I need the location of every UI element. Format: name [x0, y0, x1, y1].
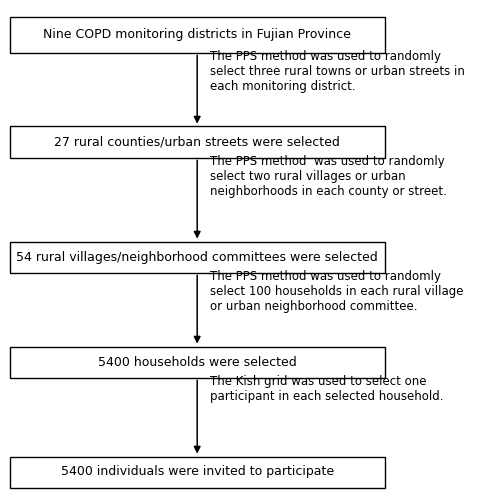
Text: 27 rural counties/urban streets were selected: 27 rural counties/urban streets were sel…	[54, 136, 340, 148]
Text: 5400 individuals were invited to participate: 5400 individuals were invited to partici…	[61, 466, 334, 478]
Text: The PPS method was used to randomly
select 100 households in each rural village
: The PPS method was used to randomly sele…	[210, 270, 463, 313]
FancyBboxPatch shape	[10, 242, 385, 272]
Text: The Kish grid was used to select one
participant in each selected household.: The Kish grid was used to select one par…	[210, 375, 443, 403]
FancyBboxPatch shape	[10, 16, 385, 52]
Text: 5400 households were selected: 5400 households were selected	[98, 356, 297, 368]
FancyBboxPatch shape	[10, 126, 385, 158]
Text: 54 rural villages/neighborhood committees were selected: 54 rural villages/neighborhood committee…	[16, 250, 378, 264]
Text: Nine COPD monitoring districts in Fujian Province: Nine COPD monitoring districts in Fujian…	[43, 28, 351, 41]
Text: The PPS method  was used to randomly
select two rural villages or urban
neighbor: The PPS method was used to randomly sele…	[210, 155, 446, 198]
FancyBboxPatch shape	[10, 456, 385, 488]
FancyBboxPatch shape	[10, 346, 385, 378]
Text: The PPS method was used to randomly
select three rural towns or urban streets in: The PPS method was used to randomly sele…	[210, 50, 464, 93]
